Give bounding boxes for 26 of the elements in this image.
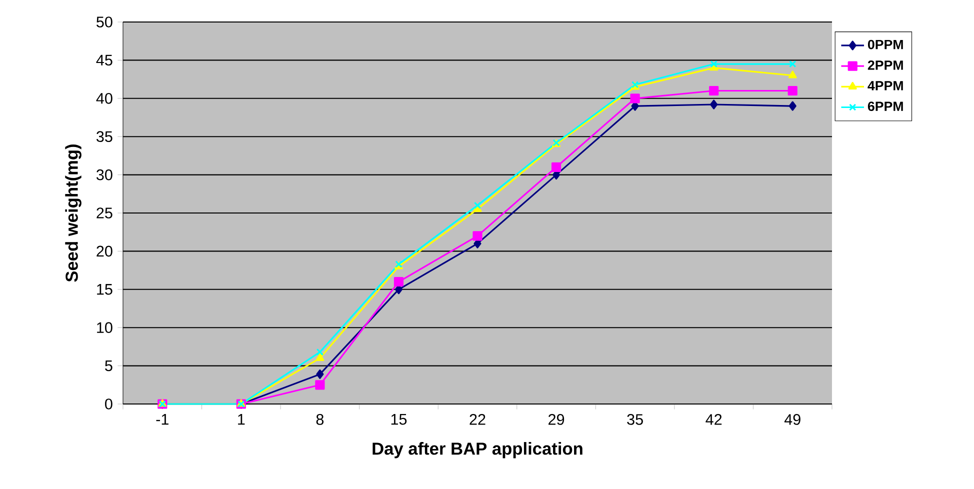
legend-label: 6PPM [868,102,903,112]
x-tick-label: 15 [391,414,407,425]
y-tick-label: 45 [96,54,112,66]
y-tick-label: 50 [96,16,112,28]
x-tick-label: 22 [470,414,486,425]
x-tick-label: -1 [156,414,168,425]
y-tick-label: 40 [96,92,112,104]
legend-label: 0PPM [868,40,903,50]
y-tick-label: 35 [96,131,112,142]
x-axis-title: Day after BAP application [372,442,582,458]
legend-label: 4PPM [868,81,903,90]
y-axis-title: Seed weight(mg) [65,144,82,282]
x-tick-label: 35 [627,414,643,425]
y-tick-label: 20 [96,246,112,257]
y-tick-label: 15 [97,284,112,295]
y-tick-label: 0 [105,398,112,410]
y-tick-label: 30 [96,169,112,180]
legend-label: 2PPM [868,60,903,70]
y-tick-label: 10 [97,322,112,334]
x-tick-label: 29 [548,414,564,425]
x-tick-label: 1 [238,414,245,425]
x-tick-label: 42 [706,414,722,425]
x-tick-label: 49 [784,414,800,425]
y-tick-label: 5 [105,360,112,372]
x-tick-label: 8 [316,414,324,425]
y-tick-label: 25 [96,208,112,218]
